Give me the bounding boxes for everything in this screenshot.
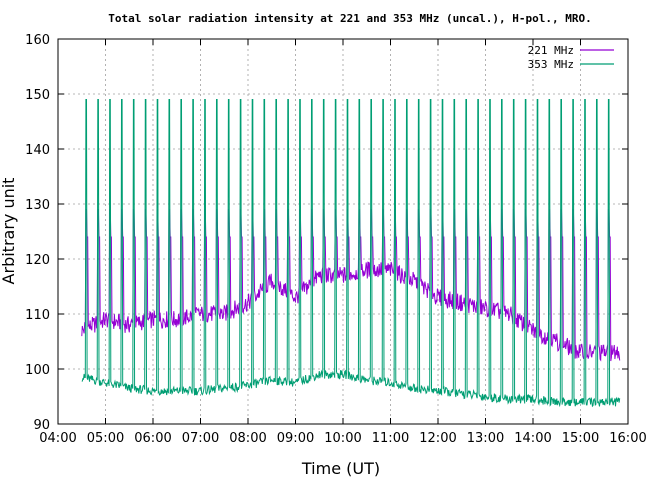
x-tick-label: 04:00 — [39, 431, 76, 446]
y-tick-label: 100 — [25, 363, 50, 378]
series-line-221mhz — [81, 209, 621, 362]
x-tick-label: 07:00 — [182, 431, 219, 446]
y-tick-label: 140 — [25, 143, 50, 158]
legend-label: 221 MHz — [528, 44, 574, 57]
x-tick-label: 10:00 — [324, 431, 361, 446]
x-tick-label: 13:00 — [467, 431, 504, 446]
x-tick-label: 14:00 — [514, 431, 551, 446]
y-tick-label: 160 — [25, 33, 50, 48]
x-tick-label: 12:00 — [419, 431, 456, 446]
x-tick-label: 06:00 — [134, 431, 171, 446]
legend-label: 353 MHz — [528, 58, 574, 71]
y-tick-label: 110 — [25, 308, 50, 323]
x-tick-label: 09:00 — [277, 431, 314, 446]
series-lines — [81, 99, 621, 408]
y-tick-label: 150 — [25, 88, 50, 103]
x-tick-label: 15:00 — [562, 431, 599, 446]
x-tick-label: 11:00 — [372, 431, 409, 446]
x-tick-label: 05:00 — [87, 431, 124, 446]
axes: 04:00 05:00 06:00 07:00 08:00 09:00 10:00 11:00… — [25, 33, 647, 446]
x-tick-label: 08:00 — [229, 431, 266, 446]
x-tick-label: 16:00 — [609, 431, 646, 446]
series-line-353mhz — [81, 99, 621, 408]
y-tick-label: 90 — [33, 418, 50, 433]
x-axis-label: Time (UT) — [301, 459, 380, 478]
y-axis-label: Arbitrary unit — [0, 178, 18, 285]
y-tick-label: 120 — [25, 253, 50, 268]
grid — [58, 39, 628, 424]
chart-title: Total solar radiation intensity at 221 a… — [108, 12, 591, 25]
y-tick-label: 130 — [25, 198, 50, 213]
